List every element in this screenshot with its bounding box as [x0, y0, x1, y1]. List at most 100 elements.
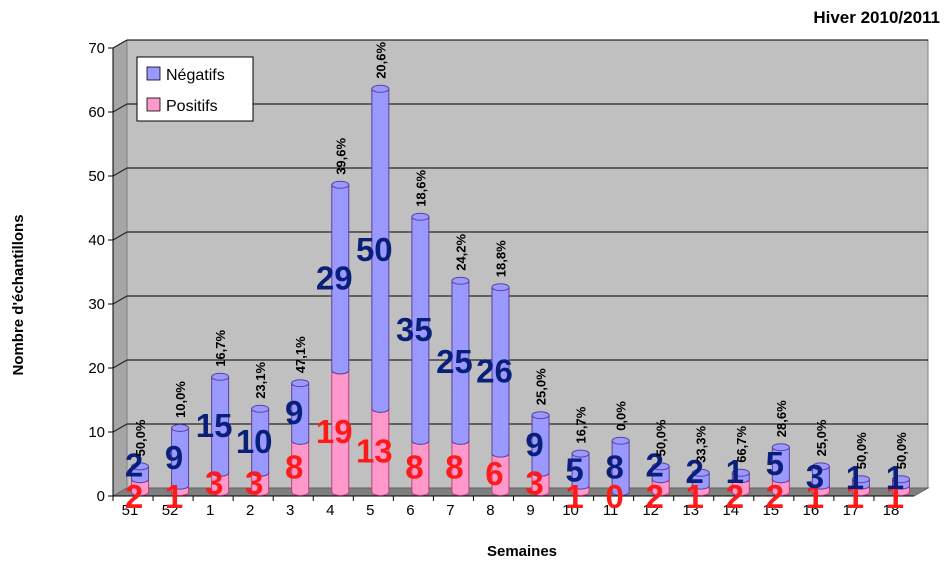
bar-positifs [251, 472, 270, 496]
bar-positifs [331, 369, 350, 496]
x-tick-label: 6 [406, 502, 414, 519]
percent-label: 16,7% [574, 406, 589, 443]
percent-label: 0,0% [614, 401, 629, 431]
gridline-diag [112, 39, 128, 49]
value-label-negatifs: 9 [285, 394, 303, 431]
percent-label: 66,7% [734, 425, 749, 462]
value-label-positifs: 0 [605, 478, 623, 515]
value-label-positifs: 2 [726, 478, 744, 515]
value-label-negatifs: 3 [806, 458, 824, 495]
percent-label: 23,1% [253, 361, 268, 398]
bar-negatifs [691, 472, 710, 490]
percent-label: 47,1% [293, 336, 308, 373]
bar-negatifs-top [131, 462, 150, 471]
value-label-positifs: 2 [125, 478, 143, 515]
bar-negatifs-top [651, 462, 670, 471]
percent-label: 50,0% [894, 432, 909, 469]
x-tick-label: 11 [603, 502, 619, 519]
percent-label: 18,6% [413, 169, 428, 206]
y-axis: 0 10 20 30 40 50 60 70 [88, 40, 114, 505]
bar-negatifs [171, 427, 190, 490]
bar-negatifs-top [491, 283, 510, 292]
y-tick-label: 40 [88, 232, 105, 249]
percent-label: 18,8% [493, 240, 508, 277]
value-label-positifs: 3 [205, 464, 223, 501]
bar-negatifs-top [691, 468, 710, 477]
bar-negatifs [571, 453, 590, 490]
value-label-positifs: 8 [445, 448, 463, 485]
bar-positifs [131, 478, 150, 496]
value-label-negatifs: 26 [476, 352, 513, 389]
bar-negatifs-top [451, 276, 470, 285]
bar-negatifs-top [571, 449, 590, 458]
gridline-diag [112, 167, 128, 177]
value-label-positifs: 13 [356, 432, 393, 469]
percent-label: 20,6% [373, 41, 388, 78]
value-label-positifs: 6 [485, 455, 503, 492]
gridline-diag [112, 231, 128, 241]
value-label-positifs: 1 [686, 478, 704, 515]
x-tick-label: 12 [642, 502, 659, 519]
bar-negatifs [611, 440, 630, 496]
legend-swatch-negatifs [146, 66, 161, 81]
bar-positifs [451, 440, 470, 496]
value-label-negatifs: 5 [766, 445, 784, 482]
legend: Négatifs Positifs [136, 56, 254, 122]
value-label-negatifs: 1 [846, 459, 864, 496]
percent-label: 16,7% [213, 329, 228, 366]
bar-negatifs-top [331, 180, 350, 189]
value-label-negatifs: 5 [565, 452, 583, 489]
bar-positifs [371, 408, 390, 496]
value-label-positifs: 2 [645, 478, 663, 515]
x-tick-label: 9 [526, 502, 534, 519]
value-label-negatifs: 2 [645, 446, 663, 483]
value-label-negatifs: 35 [396, 311, 433, 348]
bar-negatifs [371, 88, 390, 413]
chart-title: Hiver 2010/2011 [813, 8, 940, 27]
value-label-positifs: 8 [285, 448, 303, 485]
value-label-negatifs: 15 [196, 407, 233, 444]
bar-negatifs-top [371, 84, 390, 93]
value-label-negatifs: 10 [236, 423, 273, 460]
bar-negatifs [531, 414, 550, 477]
value-label-positifs: 3 [245, 464, 263, 501]
bar-negatifs-top [251, 404, 270, 413]
bar-negatifs [651, 465, 670, 484]
value-label-positifs: 1 [565, 478, 583, 515]
value-label-negatifs: 1 [726, 453, 744, 490]
x-axis-title: Semaines [487, 543, 557, 560]
x-tick-label: 17 [843, 502, 860, 519]
x-tick-label: 16 [803, 502, 820, 519]
value-label-negatifs: 2 [125, 446, 143, 483]
bar-positifs [291, 440, 310, 496]
y-tick-label: 0 [97, 488, 105, 505]
value-label-negatifs: 29 [316, 260, 353, 297]
y-axis-title: Nombre d'échantillons [10, 214, 27, 375]
bar-negatifs-top [891, 475, 910, 484]
x-tick-label: 5 [366, 502, 374, 519]
bar-negatifs [211, 376, 230, 477]
percent-label: 25,0% [534, 368, 549, 405]
value-label-positifs: 1 [165, 478, 183, 515]
x-tick-label: 14 [722, 502, 739, 519]
legend-label-positifs: Positifs [166, 98, 218, 115]
gridline-diag [112, 103, 128, 113]
bar-negatifs-top [811, 462, 830, 471]
percent-label: 50,0% [654, 419, 669, 456]
percent-label: 50,0% [133, 419, 148, 456]
value-label-positifs: 2 [766, 478, 784, 515]
percent-label: 50,0% [854, 432, 869, 469]
bar-negatifs-top [611, 436, 630, 445]
bar-negatifs [811, 465, 830, 490]
data-labels: 2250,0%1910,0%31516,7%31023,1%8947,1%192… [125, 41, 909, 515]
percent-label: 33,3% [694, 425, 709, 462]
x-tick-label: 2 [246, 502, 254, 519]
y-tick-label: 60 [88, 104, 105, 121]
value-label-negatifs: 9 [525, 426, 543, 463]
legend-swatch-positifs [146, 97, 161, 112]
bar-negatifs-top [731, 468, 750, 477]
bar-negatifs-top [531, 411, 550, 420]
value-label-negatifs: 8 [605, 448, 623, 485]
value-label-negatifs: 50 [356, 231, 393, 268]
